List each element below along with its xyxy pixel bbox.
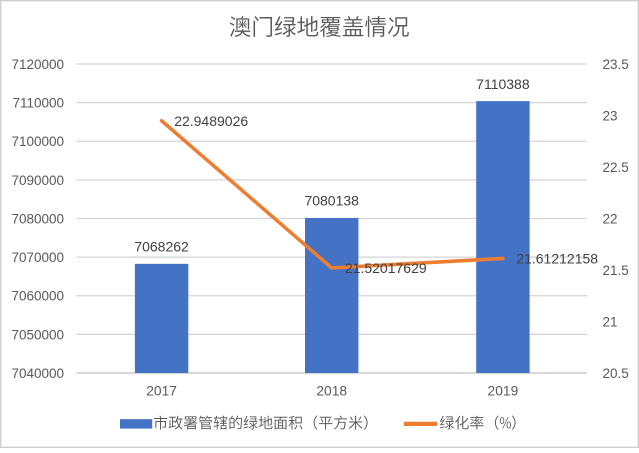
svg-text:2017: 2017 <box>146 383 177 398</box>
svg-text:7040000: 7040000 <box>11 366 64 381</box>
svg-text:7060000: 7060000 <box>11 289 64 304</box>
svg-text:21.5: 21.5 <box>603 263 629 278</box>
svg-text:21.61212158: 21.61212158 <box>516 251 598 267</box>
svg-text:22: 22 <box>603 211 618 226</box>
svg-text:22.5: 22.5 <box>603 160 629 175</box>
svg-text:7110000: 7110000 <box>12 96 64 111</box>
svg-text:21.52017629: 21.52017629 <box>345 260 427 276</box>
svg-text:22.9489026: 22.9489026 <box>174 113 248 129</box>
svg-text:20.5: 20.5 <box>603 366 629 381</box>
svg-text:2018: 2018 <box>316 383 347 398</box>
svg-text:7100000: 7100000 <box>11 134 64 149</box>
svg-text:7070000: 7070000 <box>11 250 64 265</box>
svg-text:7080000: 7080000 <box>11 211 64 226</box>
svg-text:21: 21 <box>603 314 618 329</box>
svg-text:7090000: 7090000 <box>11 173 64 188</box>
svg-text:7110388: 7110388 <box>476 76 530 92</box>
svg-text:7050000: 7050000 <box>11 327 64 342</box>
svg-text:7120000: 7120000 <box>11 57 64 72</box>
svg-text:23.5: 23.5 <box>603 57 629 72</box>
svg-text:23: 23 <box>603 108 618 123</box>
svg-text:7080138: 7080138 <box>304 193 359 209</box>
svg-text:2019: 2019 <box>488 383 519 398</box>
svg-text:7068262: 7068262 <box>134 239 189 255</box>
